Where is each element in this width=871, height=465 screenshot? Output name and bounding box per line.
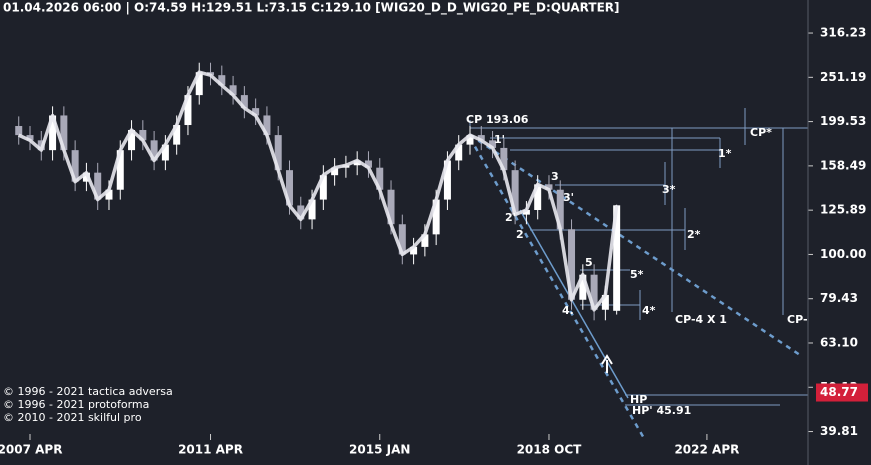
price-marker-label: 48.77 [820,385,858,399]
candle-body [116,150,124,190]
price-marker-box [816,383,868,402]
candle-body [511,170,519,215]
candle-body [240,95,248,109]
candle-body [252,108,260,116]
candle-body [398,224,406,255]
candle-body [319,175,327,200]
y-tick-label: 251.19 [820,70,866,84]
credit: © 1996 - 2021 tactica adversa [3,385,173,398]
candle-body [353,160,361,166]
candle-body [71,150,79,182]
candle-body [613,205,621,311]
candle-body [229,85,237,96]
annotation: 3 [551,170,559,183]
candle-body [161,144,169,161]
y-tick-label: 79.43 [820,291,858,305]
candle-body [522,209,530,215]
x-tick-label: 2018 OCT [517,443,583,457]
candle-body [128,129,136,151]
candle-body [500,147,508,171]
y-tick-label: 39.81 [820,424,858,438]
candle-body [489,140,497,148]
candle-body [173,125,181,145]
y-tick-label: 100.00 [820,247,866,261]
candle-body [60,115,68,151]
candle-body [534,184,542,210]
candle-body [556,189,564,230]
y-tick-label: 199.53 [820,114,866,128]
annotation: 5* [630,268,644,281]
candle-body [285,170,293,206]
x-tick-label: 2022 APR [674,443,739,457]
y-tick-label: 158.49 [820,158,866,172]
candle-body [410,246,418,255]
candle-body [376,167,384,190]
candle-body [466,135,474,145]
candle-body [26,135,34,141]
y-tick-label: 316.23 [820,26,866,40]
annotations: CP 193.06 1' 1* CP* 3 3' 3* 2' 2 2* 5 5*… [466,113,808,417]
candle-body [432,199,440,235]
candle-body [331,167,339,176]
annotation: 5 [585,256,593,269]
candle-body [184,95,192,126]
candle-body [364,160,372,168]
candle-body [49,115,57,151]
candle-body [139,129,147,141]
candle-body [308,199,316,220]
y-tick-label: 125.89 [820,203,866,217]
candle-body [105,189,113,200]
candle-body [150,140,158,161]
x-tick-label: 2007 APR [0,443,62,457]
candle-body [195,72,203,96]
annotation-lines [468,108,808,441]
annotation: 1' [494,133,505,146]
annotation: 3' [563,191,574,204]
candle-body [579,274,587,300]
annotation: CP-4 X 1 [675,313,727,326]
annotation: 4* [642,304,656,317]
annotation: CP- [787,313,808,326]
annotation: 3* [662,183,676,196]
candle-body [421,234,429,247]
annotation: 4. [562,304,574,317]
candle-body [590,274,598,310]
candle-body [94,172,102,200]
annotation: 2' [505,211,516,224]
candle-body [545,184,553,190]
candle-body [274,135,282,171]
candle-body [477,135,485,141]
credit: © 2010 - 2021 skilful pro [3,411,142,424]
annotation: HP [630,393,647,406]
candle-body [387,189,395,225]
close-line [17,70,619,312]
y-tick-label: 63.10 [820,335,858,349]
annotation: HP' 45.91 [632,404,691,417]
candle-body [601,294,609,310]
candle-body [297,205,305,220]
candle-body [218,75,226,86]
x-tick-label: 2015 JAN [349,443,410,457]
annotation: 2* [687,228,701,241]
chart-title: 01.04.2026 06:00 | O:74.59 H:129.51 L:73… [3,1,620,16]
candle-body [15,126,23,136]
credit: © 1996 - 2021 protoforma [3,398,149,411]
annotation: 2 [516,228,524,241]
annotation: CP* [750,126,772,139]
annotation: CP 193.06 [466,113,529,126]
candle-body [443,160,451,200]
candle-body [263,115,271,136]
x-tick-label: 2011 APR [178,443,243,457]
annotation: 1* [718,147,732,160]
candle-body [455,144,463,161]
candle-body [568,229,576,300]
